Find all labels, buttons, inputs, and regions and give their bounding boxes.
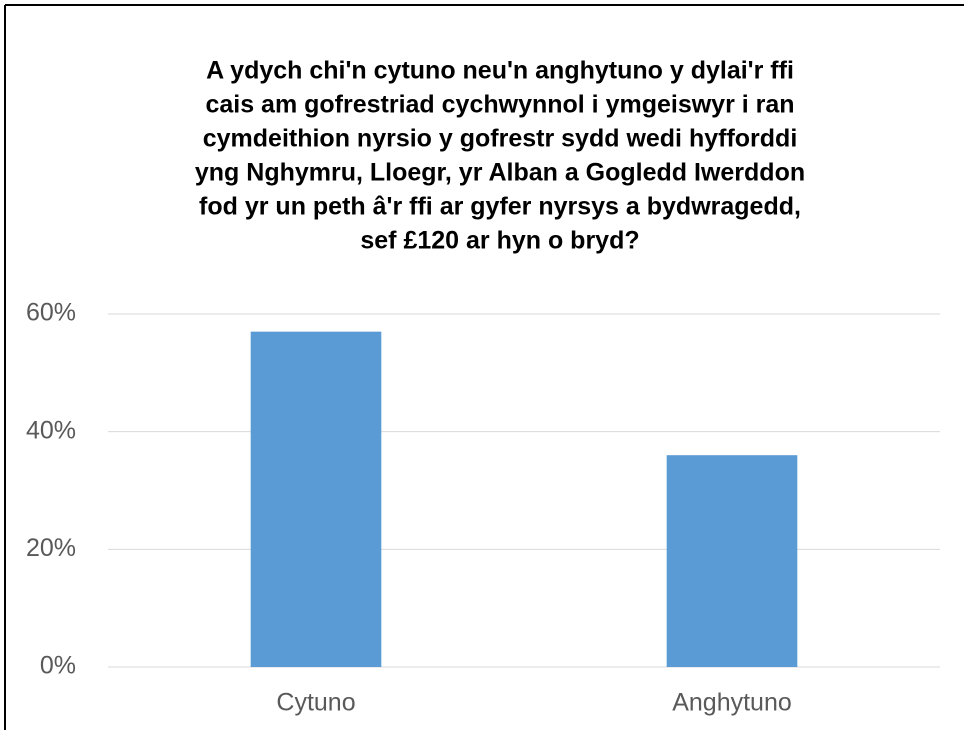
y-tick-label: 60% [26, 299, 76, 327]
chart-title: yng Nghymru, Lloegr, yr Alban a Gogledd … [195, 159, 805, 187]
y-tick-label: 40% [26, 416, 76, 444]
y-tick-label: 20% [26, 534, 76, 562]
chart-title: cymdeithion nyrsio y gofrestr sydd wedi … [203, 125, 798, 153]
chart-title: A ydych chi'n cytuno neu'n anghytuno y d… [206, 57, 794, 85]
x-tick-label: Cytuno [276, 689, 355, 717]
chart-title: sef £120 ar hyn o bryd? [360, 227, 639, 255]
chart-title: cais am gofrestriad cychwynnol i ymgeisw… [205, 91, 794, 119]
bar [250, 331, 382, 667]
bar [666, 455, 798, 667]
chart-title: fod yr un peth â'r ffi ar gyfer nyrsys a… [199, 193, 801, 221]
y-tick-label: 0% [40, 652, 76, 680]
x-tick-label: Anghytuno [672, 689, 792, 717]
